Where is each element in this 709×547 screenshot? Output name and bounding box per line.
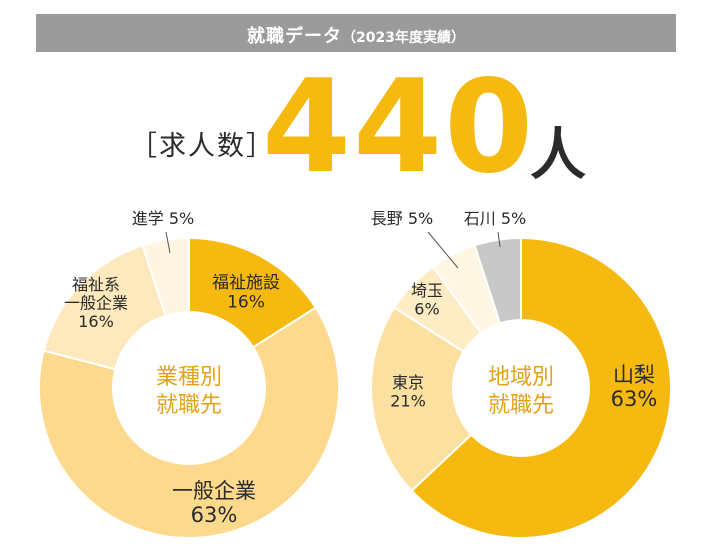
industry-leader-line-1 <box>165 231 171 254</box>
region-center-label: 地域別就職先 <box>488 365 554 418</box>
region-slice-label-4: 長野 5% <box>371 209 433 228</box>
industry-slice-label-2: 一般企業 63% <box>172 479 256 527</box>
region-leader-line-1 <box>427 231 459 269</box>
region-slice-label-5: 石川 5% <box>464 209 526 228</box>
region-slice-label-3: 埼玉 6% <box>411 281 443 318</box>
industry-slice-2 <box>38 306 340 539</box>
industry-slice-label-4: 進学 5% <box>132 209 194 228</box>
industry-slice-4 <box>141 236 190 317</box>
header-title: 就職データ <box>247 26 343 47</box>
region-slice-label-1: 山梨 63% <box>611 363 658 411</box>
header-title-row: 就職データ（2023年度実績） <box>36 22 676 48</box>
region-slice-2 <box>370 306 473 493</box>
job-offers-count: 440 <box>262 53 536 202</box>
region-leader-line-2 <box>497 231 501 248</box>
region-slice-1 <box>410 236 672 539</box>
industry-slice-label-3: 福祉系一般企業 16% <box>64 275 128 331</box>
region-slice-label-2: 東京 21% <box>390 373 426 410</box>
region-slice-5 <box>473 236 522 325</box>
section-header: 就職データ（2023年度実績） <box>36 14 676 52</box>
header-subtitle: （2023年度実績） <box>342 30 465 46</box>
job-offers-label: ［求人数］ <box>130 131 275 162</box>
industry-slice-label-1: 福祉施設 16% <box>212 273 280 313</box>
industry-center-label: 業種別就職先 <box>156 365 222 418</box>
job-offers-unit: 人 <box>530 123 586 188</box>
